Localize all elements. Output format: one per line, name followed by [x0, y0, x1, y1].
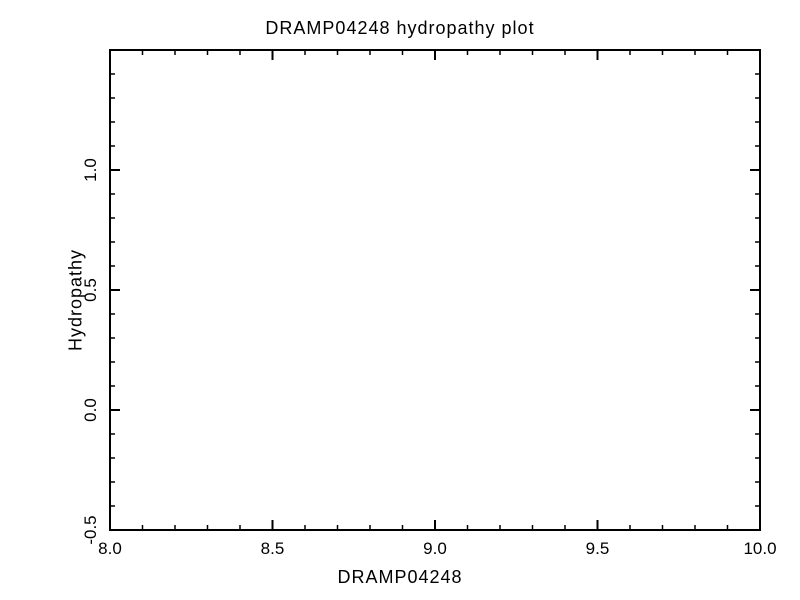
svg-text:9.5: 9.5 — [586, 539, 610, 558]
chart-container: DRAMP04248 hydropathy plot DRAMP04248 Hy… — [0, 0, 800, 600]
svg-text:0.0: 0.0 — [81, 398, 100, 422]
svg-text:8.5: 8.5 — [261, 539, 285, 558]
svg-text:1.0: 1.0 — [81, 158, 100, 182]
svg-text:10.0: 10.0 — [743, 539, 776, 558]
svg-text:9.0: 9.0 — [423, 539, 447, 558]
chart-svg: 8.0 8.5 9.0 9.5 10.0 -0.5 0.0 0.5 1.0 — [0, 0, 800, 600]
svg-text:0.5: 0.5 — [81, 278, 100, 302]
svg-text:-0.5: -0.5 — [81, 515, 100, 544]
svg-text:8.0: 8.0 — [98, 539, 122, 558]
